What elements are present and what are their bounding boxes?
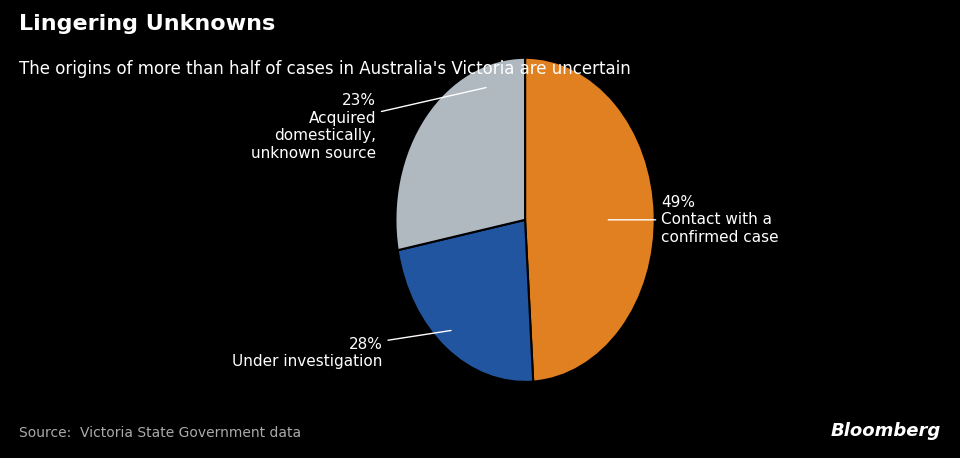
Text: 28%
Under investigation: 28% Under investigation bbox=[232, 331, 451, 369]
Text: Bloomberg: Bloomberg bbox=[830, 422, 941, 440]
Text: The origins of more than half of cases in Australia's Victoria are uncertain: The origins of more than half of cases i… bbox=[19, 60, 631, 77]
Text: 23%
Acquired
domestically,
unknown source: 23% Acquired domestically, unknown sourc… bbox=[251, 87, 486, 161]
Wedge shape bbox=[397, 220, 533, 382]
Wedge shape bbox=[396, 58, 525, 250]
Text: 49%
Contact with a
confirmed case: 49% Contact with a confirmed case bbox=[609, 195, 779, 245]
Text: Lingering Unknowns: Lingering Unknowns bbox=[19, 14, 276, 34]
Wedge shape bbox=[525, 58, 655, 382]
Text: Source:  Victoria State Government data: Source: Victoria State Government data bbox=[19, 425, 301, 440]
